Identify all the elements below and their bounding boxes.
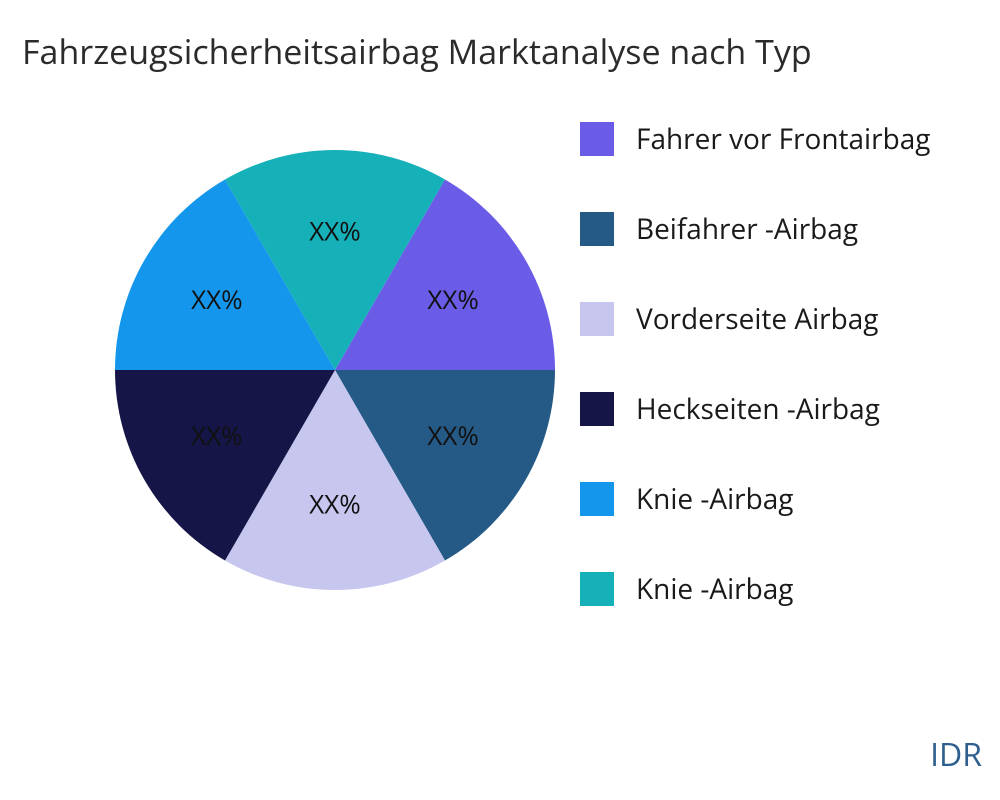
legend-swatch-knie2 xyxy=(580,572,614,606)
legend-label-heckseiten: Heckseiten -Airbag xyxy=(636,390,880,428)
legend-item-beifahrer: Beifahrer -Airbag xyxy=(580,210,930,248)
pie-slice-label-knie2: XX% xyxy=(309,213,361,249)
footer-source-label: IDR xyxy=(930,733,982,776)
legend-item-knie2: Knie -Airbag xyxy=(580,570,930,608)
pie-slice-label-beifahrer: XX% xyxy=(427,417,479,453)
pie-slice-label-knie1: XX% xyxy=(191,281,243,317)
legend: Fahrer vor Frontairbag Beifahrer -Airbag V… xyxy=(580,120,930,608)
legend-item-knie1: Knie -Airbag xyxy=(580,480,930,518)
legend-swatch-vorderseite xyxy=(580,302,614,336)
pie-slice-label-vorderseite: XX% xyxy=(309,485,361,521)
pie-slice-label-heckseiten: XX% xyxy=(191,417,243,453)
legend-item-vorderseite: Vorderseite Airbag xyxy=(580,300,930,338)
chart-container: Fahrzeugsicherheitsairbag Marktanalyse n… xyxy=(0,0,1000,800)
legend-swatch-heckseiten xyxy=(580,392,614,426)
legend-swatch-beifahrer xyxy=(580,212,614,246)
legend-label-knie2: Knie -Airbag xyxy=(636,570,794,608)
legend-item-fahrer: Fahrer vor Frontairbag xyxy=(580,120,930,158)
legend-label-fahrer: Fahrer vor Frontairbag xyxy=(636,120,930,158)
legend-swatch-fahrer xyxy=(580,122,614,156)
legend-swatch-knie1 xyxy=(580,482,614,516)
legend-label-knie1: Knie -Airbag xyxy=(636,480,794,518)
legend-label-vorderseite: Vorderseite Airbag xyxy=(636,300,879,338)
legend-item-heckseiten: Heckseiten -Airbag xyxy=(580,390,930,428)
legend-label-beifahrer: Beifahrer -Airbag xyxy=(636,210,858,248)
pie-slice-label-fahrer: XX% xyxy=(427,281,479,317)
